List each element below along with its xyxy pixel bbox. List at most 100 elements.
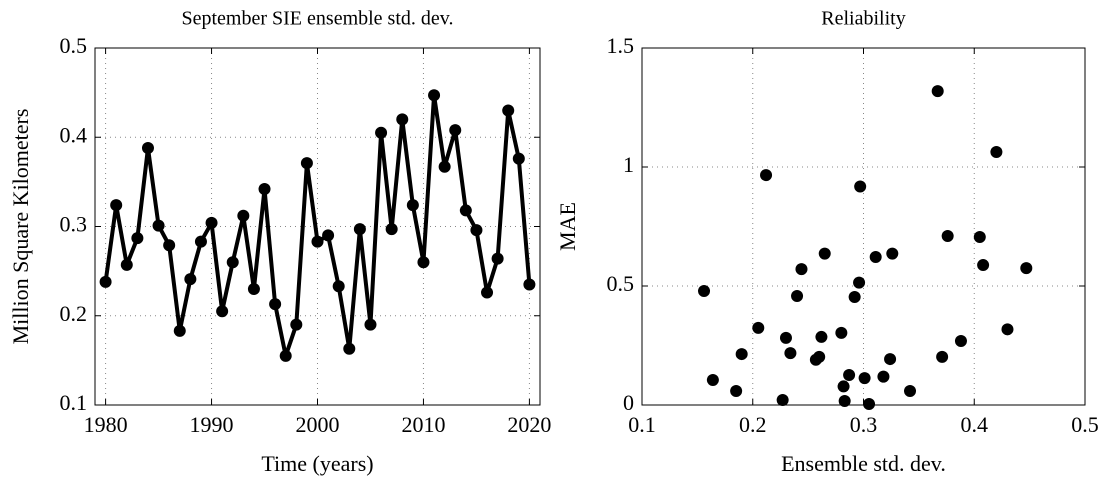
- data-point: [311, 235, 324, 248]
- data-point: [141, 141, 154, 154]
- data-point: [290, 318, 303, 331]
- data-point: [877, 370, 890, 383]
- data-point: [110, 199, 123, 212]
- data-point: [269, 298, 282, 311]
- data-point: [237, 209, 250, 222]
- data-point: [854, 180, 867, 193]
- data-point: [226, 256, 239, 269]
- y-tick-label: 0.3: [60, 212, 88, 237]
- data-point: [512, 152, 525, 165]
- y-tick-label: 0.1: [60, 390, 88, 415]
- data-point: [863, 398, 876, 411]
- data-point: [353, 223, 366, 236]
- data-point: [481, 286, 494, 299]
- data-point: [904, 384, 917, 397]
- y-tick-label: 0.4: [60, 122, 88, 147]
- data-point: [216, 305, 229, 318]
- data-point: [815, 330, 828, 343]
- chart-title: September SIE ensemble std. dev.: [182, 8, 454, 30]
- data-point: [247, 282, 260, 295]
- data-point: [869, 250, 882, 263]
- chart-title: Reliability: [821, 8, 905, 30]
- data-point: [990, 146, 1003, 159]
- x-tick-label: 2020: [507, 412, 551, 437]
- y-tick-label: 0.5: [607, 271, 635, 296]
- data-point: [835, 326, 848, 339]
- data-point: [279, 349, 292, 362]
- x-tick-label: 1980: [84, 412, 128, 437]
- data-point: [184, 273, 197, 286]
- data-point: [813, 350, 826, 363]
- data-point: [131, 232, 144, 245]
- data-point: [417, 256, 430, 269]
- data-point: [838, 394, 851, 407]
- data-point: [843, 369, 856, 382]
- data-point: [795, 263, 808, 276]
- y-tick-label: 0.2: [60, 301, 88, 326]
- data-point: [385, 223, 398, 236]
- data-point: [343, 342, 356, 355]
- data-point: [205, 216, 218, 229]
- data-point: [173, 324, 186, 337]
- x-tick-label: 0.3: [850, 412, 878, 437]
- data-point: [941, 230, 954, 243]
- data-point: [322, 229, 335, 242]
- data-point: [706, 374, 719, 387]
- data-point: [698, 284, 711, 297]
- x-axis-label: Ensemble std. dev.: [781, 451, 946, 476]
- data-point: [884, 353, 897, 366]
- data-point: [396, 113, 409, 126]
- data-point: [791, 289, 804, 302]
- data-point: [936, 350, 949, 363]
- data-point: [300, 157, 313, 170]
- data-point: [760, 169, 773, 182]
- data-point: [776, 394, 789, 407]
- data-point: [886, 247, 899, 260]
- x-tick-label: 1990: [190, 412, 234, 437]
- data-point: [194, 235, 207, 248]
- data-point: [858, 372, 871, 385]
- axes-frame: [94, 47, 541, 406]
- data-point: [428, 89, 441, 102]
- data-point: [364, 318, 377, 331]
- data-point: [332, 280, 345, 293]
- data-point: [784, 347, 797, 360]
- data-point: [977, 259, 990, 272]
- data-point: [163, 239, 176, 252]
- data-point: [1020, 262, 1033, 275]
- y-axis-label: Million Square Kilometers: [8, 109, 33, 345]
- data-point: [730, 384, 743, 397]
- data-point: [779, 331, 792, 344]
- x-axis-label: Time (years): [261, 451, 373, 476]
- data-point: [954, 334, 967, 347]
- y-tick-label: 1: [623, 152, 634, 177]
- data-line: [103, 93, 532, 358]
- data-point: [438, 160, 451, 173]
- data-point: [152, 219, 165, 232]
- data-point: [459, 204, 472, 217]
- data-point: [258, 183, 271, 196]
- x-tick-label: 2000: [296, 412, 340, 437]
- x-tick-label: 0.2: [739, 412, 767, 437]
- data-point: [375, 126, 388, 139]
- y-tick-label: 0: [623, 390, 634, 415]
- y-tick-label: 1.5: [607, 33, 635, 58]
- data-point: [449, 124, 462, 137]
- data-point: [99, 275, 112, 288]
- data-point: [406, 199, 419, 212]
- data-point: [973, 230, 986, 243]
- data-point: [502, 104, 515, 117]
- data-point: [853, 276, 866, 289]
- data-point: [523, 278, 536, 291]
- y-axis-label: MAE: [555, 202, 580, 251]
- x-tick-label: 2010: [401, 412, 445, 437]
- data-point: [120, 258, 133, 271]
- axes-frame: [641, 47, 1086, 406]
- y-tick-label: 0.5: [60, 33, 88, 58]
- data-point: [837, 380, 850, 393]
- data-point: [1001, 323, 1014, 336]
- data-point: [735, 348, 748, 361]
- data-point: [752, 321, 765, 334]
- x-tick-label: 0.5: [1071, 412, 1099, 437]
